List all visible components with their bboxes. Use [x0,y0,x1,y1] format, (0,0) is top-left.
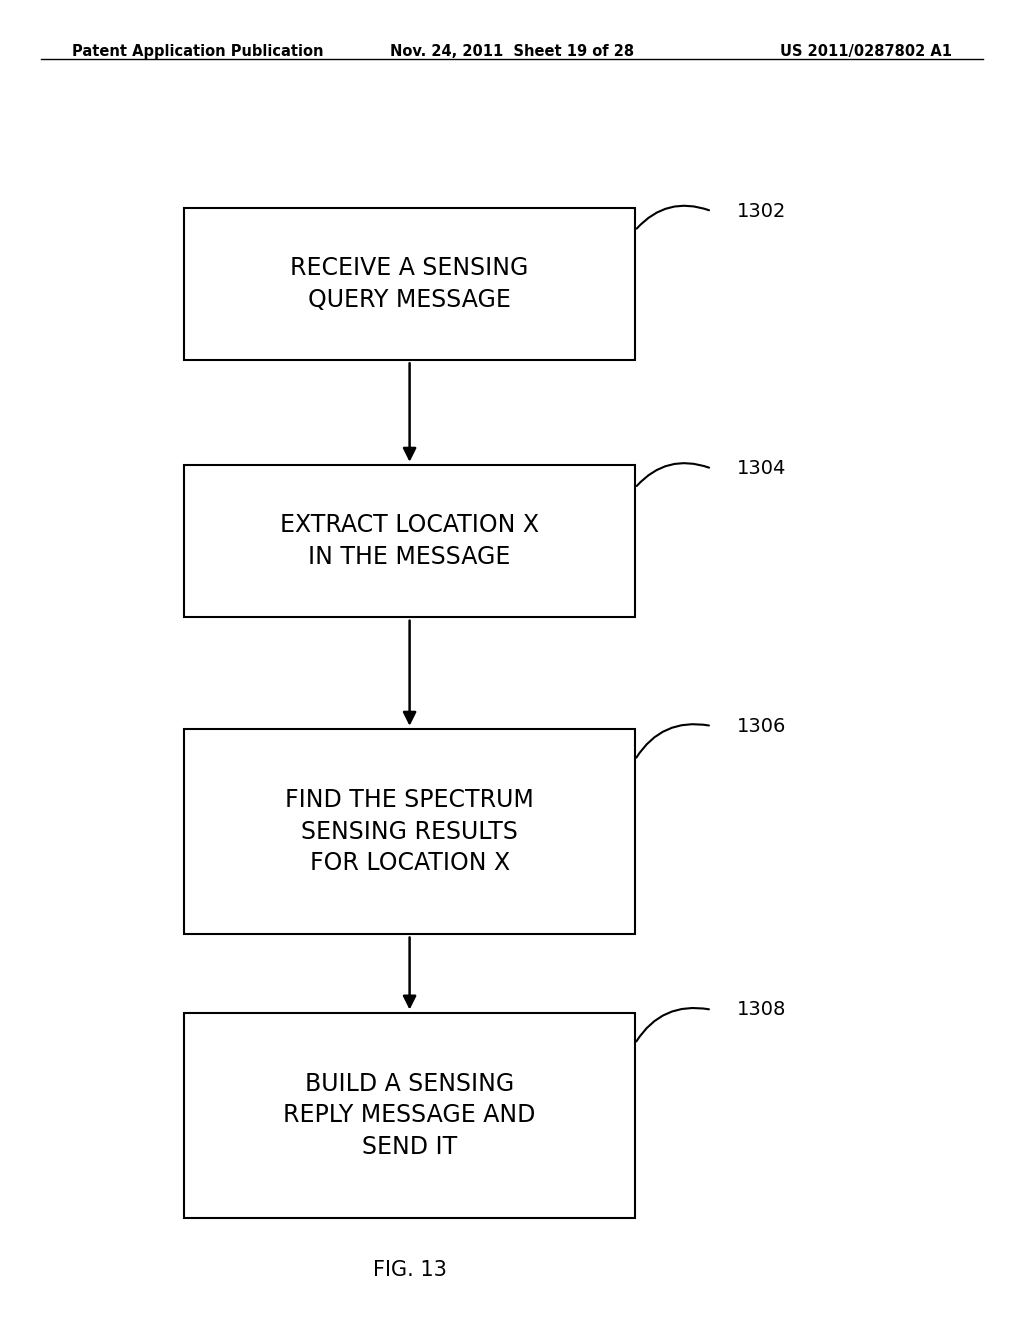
Text: 1308: 1308 [737,1001,786,1019]
FancyBboxPatch shape [184,207,635,359]
Text: 1304: 1304 [737,459,786,478]
Text: EXTRACT LOCATION X
IN THE MESSAGE: EXTRACT LOCATION X IN THE MESSAGE [281,513,539,569]
FancyBboxPatch shape [184,1014,635,1217]
Text: RECEIVE A SENSING
QUERY MESSAGE: RECEIVE A SENSING QUERY MESSAGE [291,256,528,312]
Text: Patent Application Publication: Patent Application Publication [72,44,324,58]
Text: Nov. 24, 2011  Sheet 19 of 28: Nov. 24, 2011 Sheet 19 of 28 [390,44,634,58]
Text: US 2011/0287802 A1: US 2011/0287802 A1 [780,44,952,58]
Text: 1302: 1302 [737,202,786,220]
Text: BUILD A SENSING
REPLY MESSAGE AND
SEND IT: BUILD A SENSING REPLY MESSAGE AND SEND I… [284,1072,536,1159]
FancyBboxPatch shape [184,729,635,935]
Text: FIG. 13: FIG. 13 [373,1259,446,1280]
Text: 1306: 1306 [737,717,786,735]
FancyBboxPatch shape [184,466,635,618]
Text: FIND THE SPECTRUM
SENSING RESULTS
FOR LOCATION X: FIND THE SPECTRUM SENSING RESULTS FOR LO… [286,788,534,875]
